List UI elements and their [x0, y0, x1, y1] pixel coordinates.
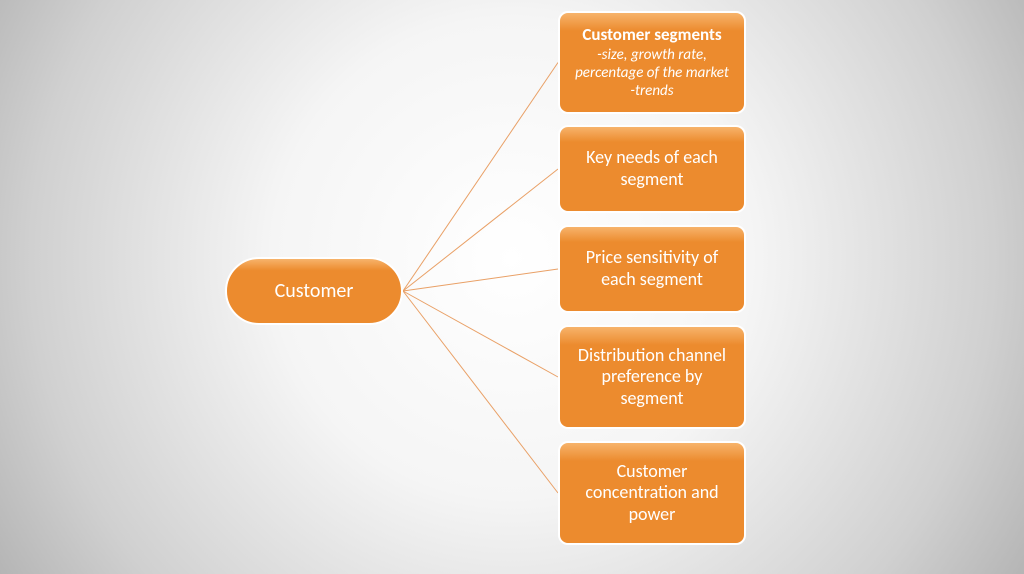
root-node-label: Customer	[275, 279, 354, 303]
child-title: Customer concentration and power	[570, 461, 734, 526]
child-node-price-sensitivity: Price sensitivity of each segment	[558, 225, 746, 313]
child-sub-1: -trends	[630, 82, 673, 100]
root-node-customer: Customer	[225, 257, 403, 325]
connector-line	[403, 291, 558, 493]
connector-line	[403, 269, 558, 291]
child-node-customer-concentration: Customer concentration and power	[558, 441, 746, 545]
connectors-layer	[0, 0, 1024, 574]
child-title: Key needs of each segment	[570, 147, 734, 190]
child-node-customer-segments: Customer segments -size, growth rate, pe…	[558, 11, 746, 114]
connector-line	[403, 291, 558, 377]
connector-line	[403, 63, 558, 292]
child-node-distribution-channel: Distribution channel preference by segme…	[558, 325, 746, 429]
child-sub-0: -size, growth rate, percentage of the ma…	[570, 46, 734, 82]
slide: Customer Customer segments -size, growth…	[0, 0, 1024, 574]
child-title: Distribution channel preference by segme…	[570, 345, 734, 410]
child-title: Price sensitivity of each segment	[570, 247, 734, 290]
child-node-key-needs: Key needs of each segment	[558, 125, 746, 213]
child-title: Customer segments	[582, 25, 721, 45]
connector-line	[403, 169, 558, 291]
